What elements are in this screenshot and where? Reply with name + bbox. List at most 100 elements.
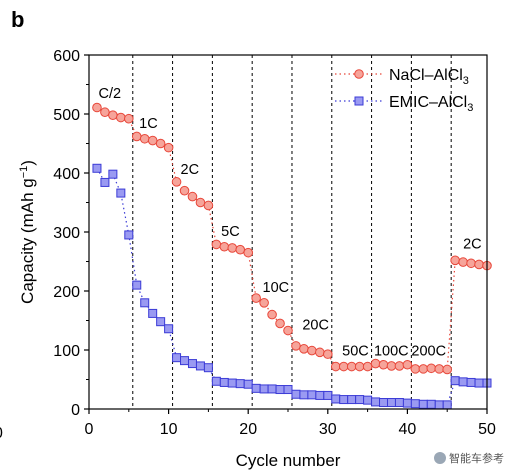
y-tick-label-6: 600 [53, 48, 80, 65]
data-point-s0-31 [338, 361, 349, 372]
data-point-s0-47 [466, 258, 476, 269]
rate-label-7: 100C [374, 343, 409, 359]
data-point-s1-29 [323, 390, 333, 400]
data-point-s0-3 [116, 112, 126, 123]
legend: NaCl–AlCl3 EMIC–AlCl3 [335, 67, 473, 114]
data-point-s1-11 [180, 356, 190, 366]
rate-label-4: 10C [263, 280, 290, 296]
data-point-s1-43 [434, 400, 444, 410]
data-point-s1-31 [339, 395, 349, 405]
data-point-s1-18 [235, 379, 245, 389]
data-point-s0-33 [354, 361, 365, 372]
wechat-icon [434, 452, 446, 464]
data-point-s0-1 [100, 107, 110, 118]
rate-label-0: C/2 [99, 86, 122, 102]
legend-marker-emic [354, 96, 364, 106]
watermark-text: 智能车参考 [449, 452, 504, 465]
y-axis-title: Capacity (mAh g−1) [18, 160, 37, 304]
x-tick-label-5: 50 [478, 421, 496, 438]
data-point-s0-11 [179, 185, 190, 196]
data-point-s0-18 [235, 244, 246, 255]
data-point-s1-30 [331, 394, 341, 404]
data-point-s0-37 [386, 361, 397, 371]
data-point-s1-3 [116, 188, 126, 198]
panel-letter: b [11, 7, 24, 32]
data-point-s1-47 [466, 377, 476, 387]
x-axis-title: Cycle number [236, 451, 341, 470]
data-point-s0-17 [227, 243, 238, 253]
data-point-s1-14 [203, 363, 213, 373]
data-point-s1-37 [386, 398, 396, 408]
data-point-s0-44 [442, 364, 453, 375]
data-point-s1-5 [132, 280, 142, 290]
x-tick-label-3: 30 [319, 421, 337, 438]
data-point-s0-36 [378, 359, 389, 370]
data-point-s0-29 [323, 349, 333, 359]
series-points [92, 102, 492, 410]
data-point-s0-19 [243, 247, 253, 258]
data-point-s0-32 [346, 361, 357, 372]
data-point-s0-9 [163, 142, 174, 153]
data-point-s0-6 [139, 133, 150, 144]
data-point-s0-45 [450, 255, 460, 266]
data-point-s1-35 [371, 397, 381, 407]
data-point-s1-32 [347, 395, 357, 405]
data-point-s0-39 [402, 359, 413, 370]
data-point-s0-48 [474, 259, 484, 270]
data-point-s1-38 [394, 398, 404, 408]
data-point-s0-21 [259, 298, 269, 308]
data-point-s0-25 [291, 341, 301, 351]
y-axis-title-superscript: −1 [18, 166, 30, 179]
rate-label-8: 200C [411, 343, 446, 359]
data-point-s1-22 [267, 384, 277, 394]
data-point-s1-4 [124, 230, 134, 240]
data-point-s0-26 [299, 344, 309, 354]
data-point-s0-46 [458, 257, 468, 267]
data-point-s1-13 [195, 361, 205, 371]
data-point-s0-30 [330, 361, 341, 372]
data-point-s0-14 [203, 200, 214, 211]
data-point-s0-2 [108, 110, 118, 120]
legend-label-nacl: NaCl–AlCl3 [389, 67, 469, 87]
data-point-s1-1 [100, 177, 110, 187]
data-point-s0-10 [171, 177, 182, 187]
data-point-s1-25 [291, 389, 301, 399]
data-point-s1-26 [299, 390, 309, 400]
x-tick-label-2: 20 [239, 421, 257, 438]
data-point-s1-46 [458, 377, 468, 387]
data-point-s1-6 [140, 298, 150, 308]
rate-label-9: 2C [463, 237, 482, 253]
data-point-s0-27 [307, 345, 317, 356]
legend-entry-nacl: NaCl–AlCl3 [335, 67, 469, 87]
x-tick-label-1: 10 [160, 421, 178, 438]
data-point-s0-41 [418, 364, 429, 374]
data-point-s1-42 [426, 399, 436, 409]
rate-labels: C/2 1C 2C 5C 10C 20C 50C 100C 200C 2C [99, 86, 482, 359]
data-point-s0-22 [267, 309, 277, 320]
legend-label-nacl-main: NaCl–AlCl [389, 67, 463, 84]
data-point-s1-16 [219, 377, 229, 387]
data-point-s0-7 [147, 135, 158, 146]
rate-label-1: 1C [139, 116, 158, 132]
data-point-s1-2 [108, 169, 118, 179]
data-point-s1-21 [259, 384, 269, 394]
data-point-s1-34 [363, 395, 373, 405]
data-point-s1-9 [164, 324, 174, 334]
legend-marker-nacl [354, 69, 364, 79]
data-point-s1-7 [148, 308, 158, 318]
legend-label-emic: EMIC–AlCl3 [389, 94, 473, 114]
legend-label-nacl-sub: 3 [463, 75, 469, 87]
rate-label-6: 50C [342, 343, 369, 359]
data-point-s1-24 [283, 385, 293, 395]
legend-label-emic-sub: 3 [467, 102, 473, 114]
data-point-s1-12 [187, 359, 197, 369]
rate-label-2: 2C [181, 162, 200, 178]
data-point-s1-40 [410, 399, 420, 409]
stray-tick-label: 0 [0, 425, 3, 442]
y-axis-title-close: ) [18, 160, 37, 166]
data-point-s0-34 [362, 361, 373, 372]
data-point-s0-35 [370, 358, 381, 369]
data-point-s1-44 [442, 400, 452, 410]
